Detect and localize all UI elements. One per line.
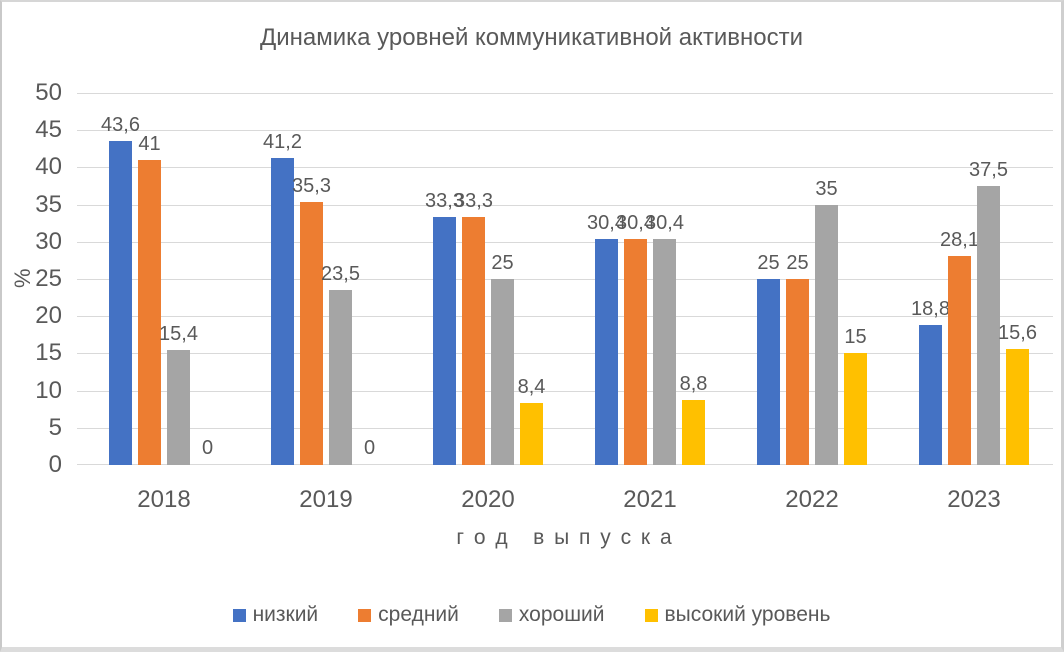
gridline	[77, 130, 1053, 132]
x-tick-label: 2020	[461, 486, 515, 513]
bar	[653, 238, 676, 465]
legend-label: высокий уровень	[664, 603, 831, 626]
bar-value-label: 43,6	[101, 113, 140, 136]
legend-item: высокий уровень	[644, 603, 831, 627]
bar-value-label: 18,8	[911, 298, 950, 321]
bar	[138, 159, 161, 465]
legend-label: средний	[378, 603, 459, 626]
legend-swatch-icon	[644, 608, 658, 622]
bar-value-label: 35,3	[292, 175, 331, 198]
x-tick-label: 2018	[137, 486, 191, 513]
bar	[757, 279, 780, 465]
bar-value-label: 15	[844, 326, 867, 349]
bar-group-2018: 43,6 41 15,4 0	[101, 93, 219, 465]
legend-item: средний	[358, 603, 459, 627]
bar	[977, 186, 1000, 465]
bar	[919, 325, 942, 465]
legend-item: низкий	[232, 603, 319, 627]
bar-value-label: 25	[757, 252, 780, 274]
y-tick-label: 0	[48, 451, 62, 478]
bar-value-label: 25	[786, 252, 809, 274]
bar	[109, 140, 132, 465]
gridline	[77, 316, 1053, 318]
gridline	[77, 464, 1053, 465]
y-tick-label: 20	[35, 302, 62, 330]
bar	[844, 353, 867, 465]
bar-group-2023: 18,8 28,1 37,5 15,6	[911, 93, 1037, 465]
bar-value-label: 41	[138, 132, 161, 155]
legend-swatch-icon	[358, 608, 372, 622]
bar	[624, 238, 647, 465]
bar	[595, 238, 618, 465]
y-tick-label: 35	[35, 190, 62, 218]
bar	[462, 217, 485, 465]
bar-value-label: 25	[491, 252, 514, 274]
bar	[1006, 348, 1029, 465]
bar	[300, 202, 323, 465]
y-tick-label: 50	[35, 79, 62, 106]
bar-value-label: 41,2	[263, 131, 302, 154]
gridline	[77, 204, 1053, 206]
x-axis-title: г о д в ы п у с к а	[456, 526, 674, 549]
gridline	[77, 167, 1053, 169]
bar-value-label: 0	[363, 437, 376, 459]
bar	[271, 158, 294, 465]
bar-group-2019: 41,2 35,3 23,5 0	[263, 93, 381, 465]
y-tick-label: 5	[48, 413, 62, 441]
bar-value-label: 28,1	[940, 228, 979, 251]
x-tick-label: 2023	[947, 486, 1001, 513]
legend-label: хороший	[518, 603, 605, 626]
plot-area	[77, 93, 1053, 465]
bar-value-label: 33,3	[454, 190, 493, 213]
gridline	[77, 93, 1053, 94]
y-tick-label: 45	[35, 116, 62, 144]
y-tick-label: 10	[35, 376, 62, 404]
y-tick-label: 30	[35, 227, 62, 255]
bar-value-label: 30,4	[616, 211, 655, 234]
bar-value-label: 33,3	[425, 190, 464, 213]
bar-value-label: 0	[201, 437, 214, 459]
bar-group-2021: 30,4 30,4 30,4 8,8	[587, 93, 708, 465]
bar-value-label: 8,4	[517, 375, 546, 398]
bar	[167, 350, 190, 465]
legend-item: хороший	[498, 603, 605, 627]
gridline	[77, 390, 1053, 392]
bar	[786, 279, 809, 465]
bar-group-2020: 33,3 33,3 25 8,4	[425, 93, 546, 465]
gridline	[77, 241, 1053, 243]
y-tick-label: 25	[35, 265, 62, 292]
bar	[815, 204, 838, 465]
bar-value-label: 15,4	[159, 323, 198, 346]
bar	[433, 217, 456, 465]
bar-value-label: 30,4	[587, 211, 626, 234]
bar	[491, 279, 514, 465]
bar-group-2022: 25 25 35 15	[757, 93, 867, 465]
bar	[520, 402, 543, 465]
bar-value-label: 8,8	[679, 372, 708, 395]
y-tick-label: 40	[35, 153, 62, 181]
bar-value-label: 23,5	[321, 263, 360, 286]
x-tick-label: 2019	[299, 486, 353, 513]
bar	[948, 255, 971, 465]
legend-swatch-icon	[232, 608, 246, 622]
y-tick-label: 15	[35, 339, 62, 367]
gridline	[77, 279, 1053, 280]
bar	[329, 290, 352, 465]
bar-value-label: 37,5	[969, 159, 1008, 181]
legend-label: низкий	[252, 603, 319, 626]
bar-value-label: 30,4	[645, 211, 684, 234]
legend: низкий средний хороший высокий уровень	[2, 603, 1061, 627]
gridline	[77, 427, 1053, 429]
chart-title: Динамика уровней коммуникативной активно…	[259, 24, 804, 51]
gridline	[77, 353, 1053, 355]
legend-swatch-icon	[498, 608, 512, 622]
x-tick-label: 2022	[785, 486, 839, 513]
bar-value-label: 35	[815, 177, 838, 200]
bar	[682, 399, 705, 465]
bar-value-label: 15,6	[998, 321, 1037, 344]
x-tick-label: 2021	[623, 486, 677, 513]
